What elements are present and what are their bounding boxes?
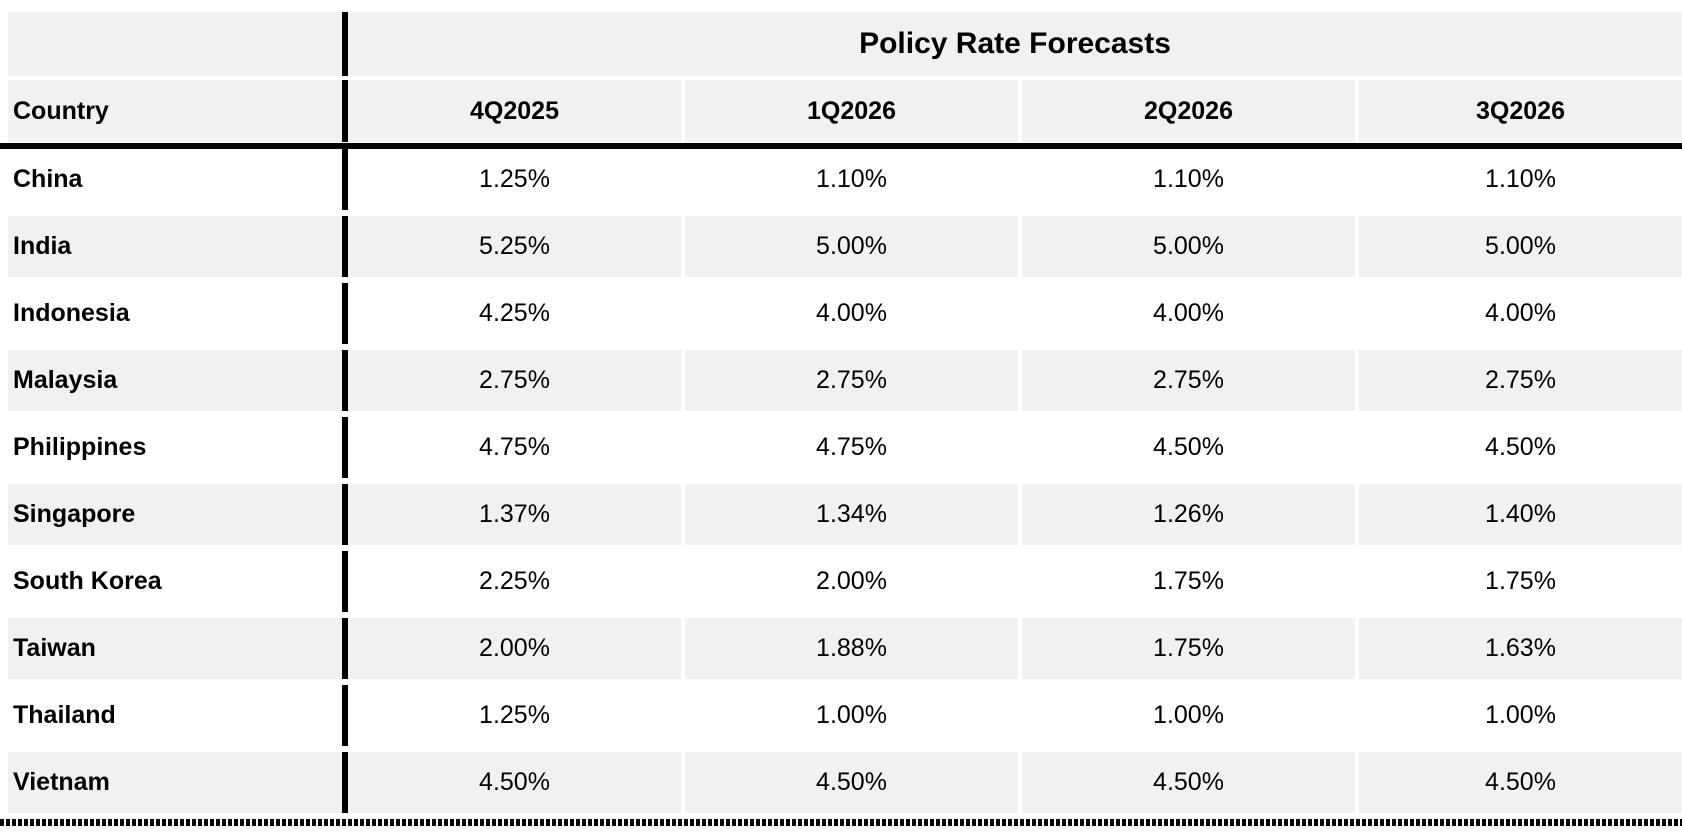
- rate-cell: 1.25%: [342, 685, 681, 746]
- rate-cell: 1.00%: [1153, 701, 1224, 729]
- rate-cell: 5.00%: [1359, 216, 1682, 277]
- country-cell: Thailand: [13, 701, 116, 729]
- table-bottom-border: [0, 819, 1682, 826]
- rate-cell: 4.00%: [1153, 299, 1224, 327]
- rate-cell: 1.75%: [1153, 567, 1224, 595]
- table-row: Taiwan 2.00% 1.88% 1.75% 1.63%: [8, 618, 1682, 679]
- country-cell: Indonesia: [13, 299, 130, 327]
- country-cell: Singapore: [8, 484, 342, 545]
- rate-cell: 5.00%: [685, 216, 1018, 277]
- rate-cell: 4.75%: [342, 417, 681, 478]
- table-row: Singapore 1.37% 1.34% 1.26% 1.40%: [8, 484, 1682, 545]
- country-cell: Taiwan: [8, 618, 342, 679]
- country-cell: India: [8, 216, 342, 277]
- rate-cell: 4.00%: [1485, 299, 1556, 327]
- rate-cell: 4.50%: [1485, 433, 1556, 461]
- table-row: Philippines 4.75% 4.75% 4.50% 4.50%: [8, 417, 1682, 478]
- rate-cell: 1.88%: [685, 618, 1018, 679]
- rate-cell: 4.00%: [816, 299, 887, 327]
- rate-cell: 2.75%: [685, 350, 1018, 411]
- rate-cell: 4.50%: [1359, 752, 1682, 813]
- rate-cell: 1.25%: [342, 149, 681, 210]
- table-row: South Korea 2.25% 2.00% 1.75% 1.75%: [8, 551, 1682, 612]
- rate-cell: 4.50%: [685, 752, 1018, 813]
- rate-cell: 1.34%: [685, 484, 1018, 545]
- rate-cell: 1.00%: [1485, 701, 1556, 729]
- rate-cell: 1.75%: [1022, 618, 1355, 679]
- country-cell: China: [13, 165, 83, 193]
- rate-cell: 2.00%: [816, 567, 887, 595]
- rate-cell: 2.75%: [1022, 350, 1355, 411]
- header-spacer-cell: [8, 12, 342, 76]
- rate-cell: 1.10%: [1153, 165, 1224, 193]
- rate-cell: 2.00%: [342, 618, 681, 679]
- rate-cell: 2.75%: [1359, 350, 1682, 411]
- table-row: China 1.25% 1.10% 1.10% 1.10%: [8, 149, 1682, 210]
- rate-cell: 1.10%: [816, 165, 887, 193]
- rate-cell: 1.00%: [816, 701, 887, 729]
- rate-cell: 1.10%: [1485, 165, 1556, 193]
- quarter-column-header: 2Q2026: [1022, 80, 1355, 142]
- rate-cell: 2.75%: [342, 350, 681, 411]
- table-body: China 1.25% 1.10% 1.10% 1.10% India 5.25% 5.00%…: [0, 149, 1682, 813]
- rate-cell: 1.63%: [1359, 618, 1682, 679]
- table-row: Thailand 1.25% 1.00% 1.00% 1.00%: [8, 685, 1682, 746]
- column-header-row: Country 4Q2025 1Q2026 2Q2026 3Q2026: [8, 80, 1682, 142]
- quarter-column-header: 1Q2026: [685, 80, 1018, 142]
- rate-cell: 4.75%: [816, 433, 887, 461]
- country-column-header: Country: [8, 80, 342, 142]
- country-cell: Philippines: [13, 433, 147, 461]
- table-row: Vietnam 4.50% 4.50% 4.50% 4.50%: [8, 752, 1682, 813]
- rate-cell: 1.75%: [1485, 567, 1556, 595]
- rate-cell: 1.37%: [342, 484, 681, 545]
- table-row: India 5.25% 5.00% 5.00% 5.00%: [8, 216, 1682, 277]
- table-title: Policy Rate Forecasts: [342, 12, 1682, 76]
- header-divider-line: [0, 143, 1682, 149]
- table-title-row: Policy Rate Forecasts: [8, 12, 1682, 76]
- quarter-column-header: 3Q2026: [1359, 80, 1682, 142]
- rate-cell: 2.25%: [342, 551, 681, 612]
- table-row: Indonesia 4.25% 4.00% 4.00% 4.00%: [8, 283, 1682, 344]
- rate-cell: 4.50%: [1022, 752, 1355, 813]
- country-cell: Malaysia: [8, 350, 342, 411]
- country-cell: Vietnam: [8, 752, 342, 813]
- country-cell: South Korea: [13, 567, 162, 595]
- rate-cell: 1.26%: [1022, 484, 1355, 545]
- rate-cell: 4.50%: [1153, 433, 1224, 461]
- rate-cell: 5.25%: [342, 216, 681, 277]
- rate-cell: 4.25%: [342, 283, 681, 344]
- table-row: Malaysia 2.75% 2.75% 2.75% 2.75%: [8, 350, 1682, 411]
- rate-cell: 4.50%: [342, 752, 681, 813]
- rate-cell: 1.40%: [1359, 484, 1682, 545]
- quarter-column-header: 4Q2025: [342, 80, 681, 142]
- rate-cell: 5.00%: [1022, 216, 1355, 277]
